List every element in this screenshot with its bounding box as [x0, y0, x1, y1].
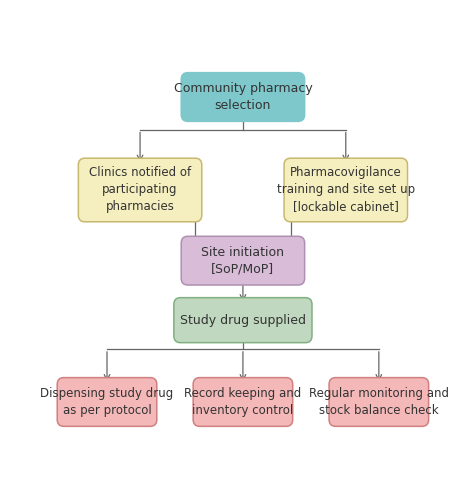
Text: Study drug supplied: Study drug supplied: [180, 313, 306, 327]
Text: Dispensing study drug
as per protocol: Dispensing study drug as per protocol: [40, 387, 173, 417]
Text: Record keeping and
inventory control: Record keeping and inventory control: [184, 387, 301, 417]
FancyBboxPatch shape: [181, 236, 305, 285]
Text: Regular monitoring and
stock balance check: Regular monitoring and stock balance che…: [309, 387, 449, 417]
FancyBboxPatch shape: [174, 298, 312, 342]
FancyBboxPatch shape: [193, 378, 293, 426]
FancyBboxPatch shape: [329, 378, 428, 426]
Text: Community pharmacy
selection: Community pharmacy selection: [173, 82, 312, 112]
Text: Clinics notified of
participating
pharmacies: Clinics notified of participating pharma…: [89, 167, 191, 213]
Text: Site initiation
[SoP/MoP]: Site initiation [SoP/MoP]: [201, 246, 284, 276]
Text: Pharmacovigilance
training and site set up
[lockable cabinet]: Pharmacovigilance training and site set …: [277, 167, 415, 213]
FancyBboxPatch shape: [181, 72, 305, 121]
FancyBboxPatch shape: [57, 378, 157, 426]
FancyBboxPatch shape: [284, 158, 408, 222]
FancyBboxPatch shape: [78, 158, 202, 222]
